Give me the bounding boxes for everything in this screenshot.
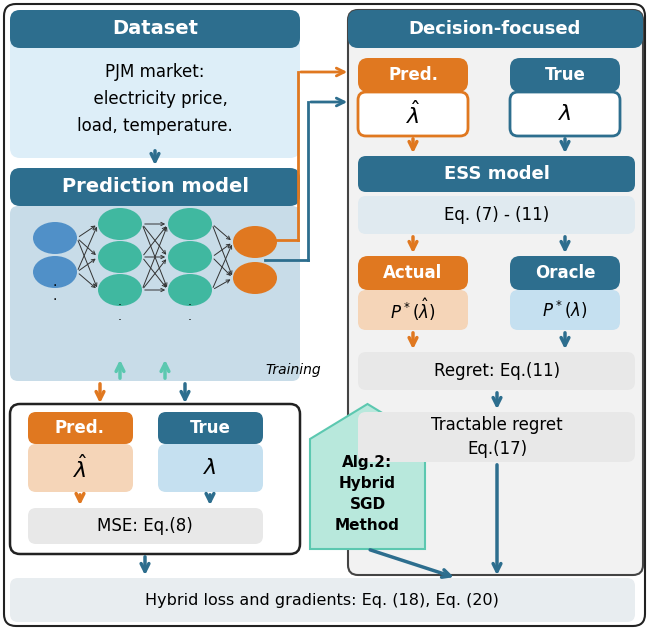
Text: Prediction model: Prediction model [62, 177, 249, 196]
Ellipse shape [233, 262, 277, 294]
FancyBboxPatch shape [358, 256, 468, 290]
FancyBboxPatch shape [358, 412, 635, 462]
FancyBboxPatch shape [4, 4, 645, 626]
Text: $\hat{\lambda}$: $\hat{\lambda}$ [73, 454, 87, 482]
Ellipse shape [98, 208, 142, 240]
Text: True: True [545, 66, 585, 84]
Text: $P^*(\lambda)$: $P^*(\lambda)$ [543, 299, 588, 321]
Text: $\lambda$: $\lambda$ [203, 458, 217, 478]
Polygon shape [310, 404, 425, 549]
Text: MSE: Eq.(8): MSE: Eq.(8) [97, 517, 193, 535]
Text: Hybrid loss and gradients: Eq. (18), Eq. (20): Hybrid loss and gradients: Eq. (18), Eq.… [145, 592, 499, 608]
FancyBboxPatch shape [28, 412, 133, 444]
FancyBboxPatch shape [358, 58, 468, 92]
FancyBboxPatch shape [10, 10, 300, 48]
FancyBboxPatch shape [10, 578, 635, 622]
FancyBboxPatch shape [10, 404, 300, 554]
Text: Eq. (7) - (11): Eq. (7) - (11) [445, 206, 550, 224]
Ellipse shape [98, 241, 142, 273]
Text: ·
·: · · [53, 279, 57, 307]
Text: Dataset: Dataset [112, 20, 198, 39]
FancyBboxPatch shape [510, 256, 620, 290]
Text: Training: Training [265, 363, 321, 377]
FancyBboxPatch shape [510, 58, 620, 92]
FancyBboxPatch shape [10, 168, 300, 206]
Text: $\hat{\lambda}$: $\hat{\lambda}$ [406, 100, 420, 128]
Text: True: True [190, 419, 230, 437]
Text: Decision-focused: Decision-focused [409, 20, 582, 38]
FancyBboxPatch shape [510, 92, 620, 136]
FancyBboxPatch shape [158, 412, 263, 444]
Ellipse shape [98, 274, 142, 306]
FancyBboxPatch shape [358, 290, 468, 330]
Ellipse shape [233, 226, 277, 258]
Text: Alg.2:
Hybrid
SGD
Method: Alg.2: Hybrid SGD Method [335, 455, 400, 533]
Ellipse shape [33, 222, 77, 254]
Text: ·
·: · · [118, 299, 122, 327]
FancyBboxPatch shape [10, 10, 300, 158]
Text: $\lambda$: $\lambda$ [558, 104, 572, 124]
Text: Tractable regret
Eq.(17): Tractable regret Eq.(17) [431, 417, 563, 458]
FancyBboxPatch shape [348, 10, 643, 48]
Text: Pred.: Pred. [55, 419, 105, 437]
Ellipse shape [168, 208, 212, 240]
Ellipse shape [168, 274, 212, 306]
Text: ·
·: · · [188, 299, 192, 327]
Text: PJM market:
  electricity price,
load, temperature.: PJM market: electricity price, load, tem… [77, 63, 233, 135]
Text: Regret: Eq.(11): Regret: Eq.(11) [434, 362, 560, 380]
FancyBboxPatch shape [10, 206, 300, 381]
Text: $P^*(\hat{\lambda})$: $P^*(\hat{\lambda})$ [390, 297, 435, 323]
Text: Actual: Actual [384, 264, 443, 282]
FancyBboxPatch shape [358, 352, 635, 390]
Ellipse shape [168, 241, 212, 273]
FancyBboxPatch shape [28, 444, 133, 492]
FancyBboxPatch shape [510, 290, 620, 330]
FancyBboxPatch shape [358, 156, 635, 192]
FancyBboxPatch shape [348, 10, 643, 575]
Ellipse shape [33, 256, 77, 288]
Text: Oracle: Oracle [535, 264, 595, 282]
FancyBboxPatch shape [358, 92, 468, 136]
FancyBboxPatch shape [358, 196, 635, 234]
FancyBboxPatch shape [158, 444, 263, 492]
Text: Pred.: Pred. [388, 66, 438, 84]
FancyBboxPatch shape [28, 508, 263, 544]
Text: ESS model: ESS model [444, 165, 550, 183]
